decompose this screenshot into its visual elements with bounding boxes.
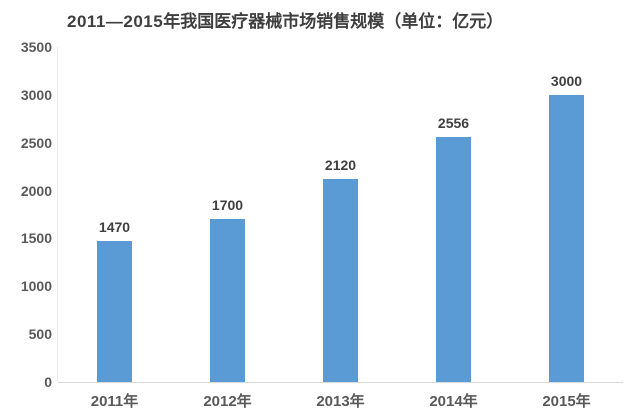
x-axis-tick-label: 2013年 <box>316 393 365 410</box>
y-axis-tick-label: 1500 <box>20 230 52 247</box>
x-axis-tick-label: 2015年 <box>542 393 591 410</box>
bar <box>323 179 358 382</box>
y-axis-line <box>57 47 58 382</box>
bar <box>549 94 584 382</box>
y-axis-tick-label: 3500 <box>20 39 52 55</box>
y-axis-tick-label: 1000 <box>20 278 52 295</box>
bar <box>436 137 471 382</box>
x-axis-tick-label: 2012年 <box>203 393 252 410</box>
chart-title-years: 2011—2015 <box>67 12 164 31</box>
bar-value-label: 1700 <box>211 197 244 214</box>
x-axis-tick-label: 2014年 <box>429 393 478 410</box>
chart-title-text: 年我国医疗器械市场销售规模（单位：亿元） <box>163 12 504 31</box>
bar-value-label: 2556 <box>437 115 470 132</box>
x-axis-line <box>58 382 623 383</box>
bar <box>97 241 132 382</box>
bar-value-label: 3000 <box>550 72 583 89</box>
y-axis-tick-label: 500 <box>28 326 52 343</box>
y-axis-tick-label: 2500 <box>20 134 52 151</box>
bar <box>210 219 245 382</box>
y-axis-tick-label: 3000 <box>20 86 52 103</box>
x-axis-tick-label: 2011年 <box>90 393 139 410</box>
y-axis-tick-label: 2000 <box>20 182 52 199</box>
chart-title: 2011—2015年我国医疗器械市场销售规模（单位：亿元） <box>67 7 503 32</box>
y-axis-tick-label: 0 <box>44 374 52 390</box>
bar-value-label: 2120 <box>324 157 357 174</box>
bar-value-label: 1470 <box>98 219 131 236</box>
